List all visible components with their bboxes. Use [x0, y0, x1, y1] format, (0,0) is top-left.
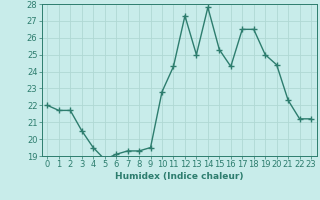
X-axis label: Humidex (Indice chaleur): Humidex (Indice chaleur) [115, 172, 244, 181]
